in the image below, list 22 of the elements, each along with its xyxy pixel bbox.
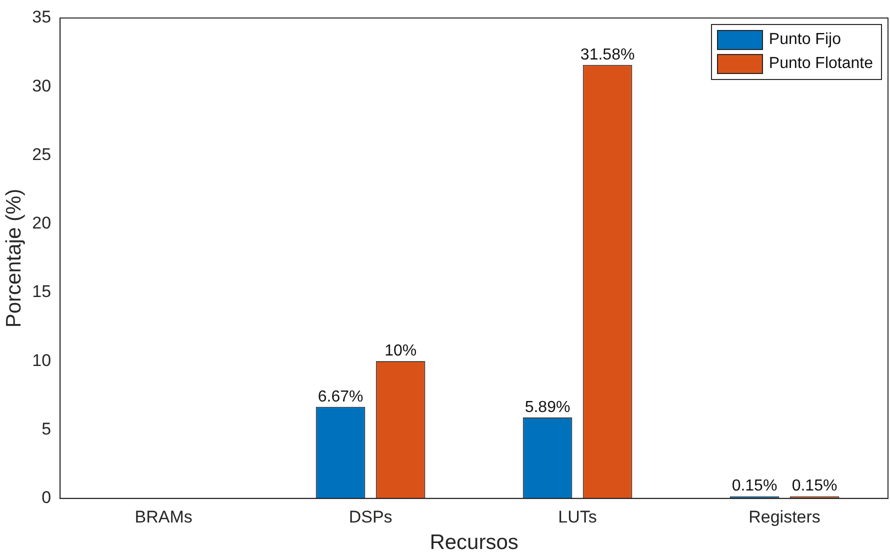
y-axis-title: Porcentaje (%) bbox=[2, 188, 26, 328]
data-label: 0.15% bbox=[732, 478, 778, 495]
x-tick-label: LUTs bbox=[558, 507, 597, 526]
data-label: 6.67% bbox=[318, 388, 364, 406]
y-tick-label: 20 bbox=[32, 214, 52, 233]
y-tick-label: 30 bbox=[32, 76, 52, 96]
data-label: 10% bbox=[384, 342, 417, 360]
data-label: 31.58% bbox=[580, 46, 635, 64]
x-axis-title: Recursos bbox=[430, 531, 518, 554]
y-tick-label: 35 bbox=[32, 8, 52, 27]
y-tick-label: 15 bbox=[32, 282, 52, 302]
x-tick-label: BRAMs bbox=[134, 507, 192, 526]
y-tick-label: 10 bbox=[32, 350, 52, 370]
legend-label: Punto Fijo bbox=[768, 31, 841, 49]
legend-label: Punto Flotante bbox=[768, 55, 873, 73]
x-tick-label: Registers bbox=[748, 507, 820, 526]
x-tick-label: DSPs bbox=[348, 507, 392, 526]
y-tick-label: 5 bbox=[42, 419, 52, 438]
y-tick-label: 25 bbox=[32, 144, 52, 164]
data-label: 5.89% bbox=[524, 398, 570, 416]
data-label: 0.15% bbox=[792, 478, 838, 495]
y-tick-label: 0 bbox=[42, 488, 52, 508]
